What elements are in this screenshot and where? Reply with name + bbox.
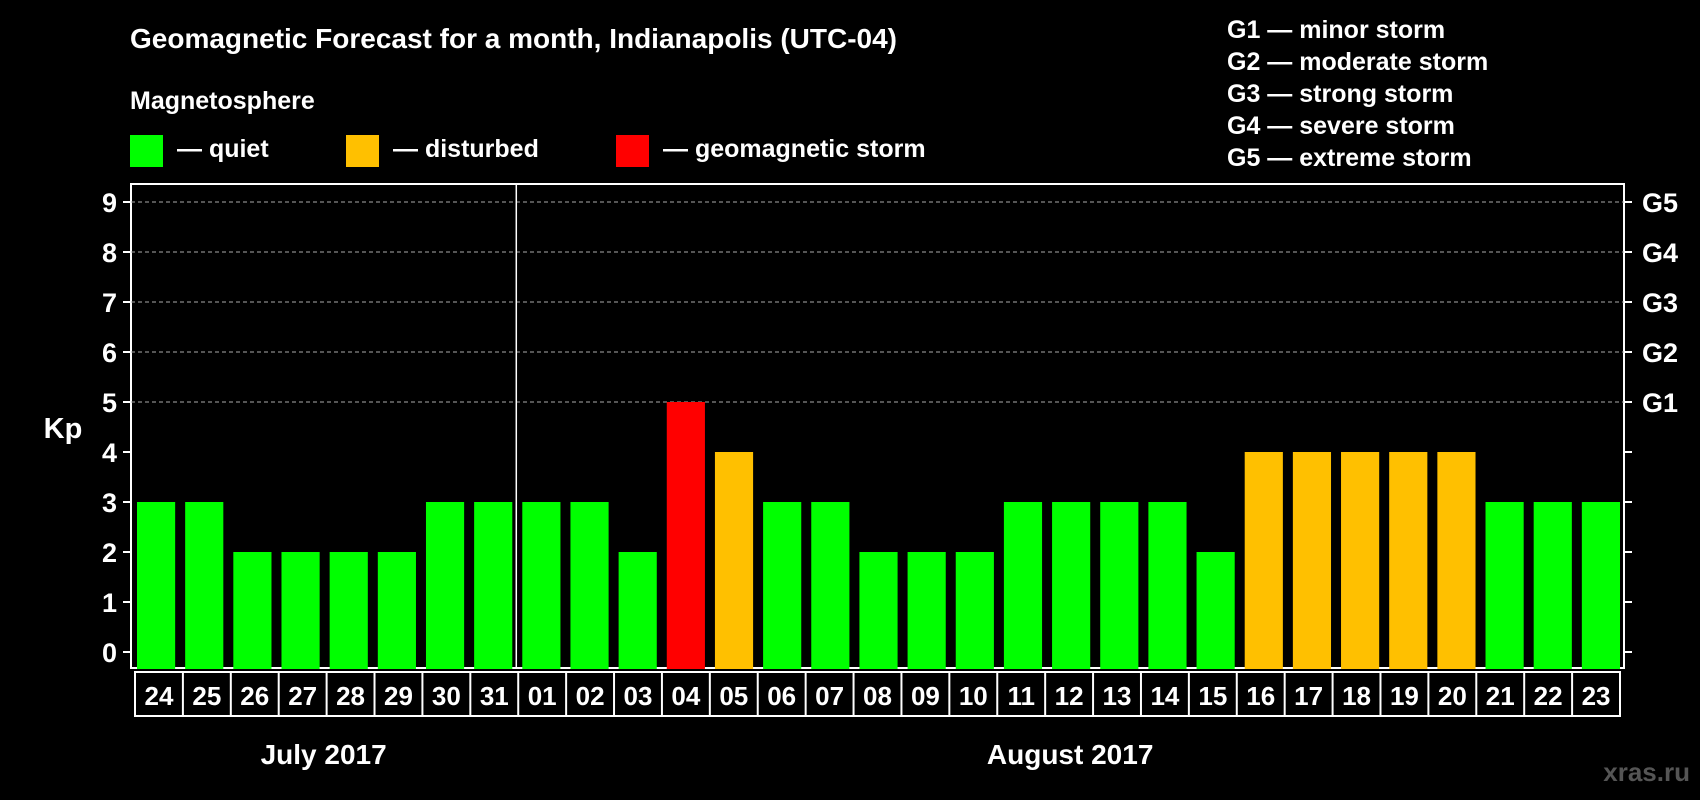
x-tick-label-16: 16 xyxy=(1246,681,1275,711)
month-label: July 2017 xyxy=(261,739,387,770)
x-tick-label-18: 18 xyxy=(1342,681,1371,711)
right-axis-label-G4: G4 xyxy=(1642,238,1678,268)
x-tick-label-05: 05 xyxy=(719,681,748,711)
bar-24 xyxy=(137,502,176,669)
y-tick-label-4: 4 xyxy=(102,438,117,468)
bar-04 xyxy=(666,402,705,669)
bar-28 xyxy=(329,552,368,669)
storm-scale-g2: G2 — moderate storm xyxy=(1227,48,1488,76)
x-tick-label-14: 14 xyxy=(1150,681,1179,711)
y-tick-label-5: 5 xyxy=(102,388,117,418)
bar-02 xyxy=(570,502,609,669)
bar-03 xyxy=(618,552,657,669)
right-axis-label-G2: G2 xyxy=(1642,338,1678,368)
x-tick-label-04: 04 xyxy=(671,681,700,711)
x-tick-label-21: 21 xyxy=(1486,681,1515,711)
x-tick-label-25: 25 xyxy=(192,681,221,711)
bar-10 xyxy=(955,552,994,669)
bar-08 xyxy=(859,552,898,669)
x-tick-label-24: 24 xyxy=(144,681,173,711)
bar-27 xyxy=(281,552,320,669)
x-tick-label-06: 06 xyxy=(767,681,796,711)
y-tick-label-7: 7 xyxy=(102,288,117,318)
bar-22 xyxy=(1533,502,1572,669)
y-tick-label-2: 2 xyxy=(102,538,117,568)
storm-scale-g5: G5 — extreme storm xyxy=(1227,144,1472,172)
x-tick-label-29: 29 xyxy=(384,681,413,711)
legend-swatch-quiet xyxy=(130,135,163,167)
x-tick-label-10: 10 xyxy=(959,681,988,711)
bar-30 xyxy=(425,502,465,669)
y-tick-label-8: 8 xyxy=(102,238,117,268)
date-axis-frame xyxy=(134,671,1621,717)
right-axis-label-G1: G1 xyxy=(1642,388,1678,418)
y-axis-label: Kp xyxy=(44,413,83,445)
legend: — quiet — disturbed — geomagnetic storm xyxy=(130,135,926,167)
legend-label-storm: — geomagnetic storm xyxy=(663,135,926,163)
legend-label-quiet: — quiet xyxy=(177,135,269,163)
bar-25 xyxy=(185,502,224,669)
right-axis-label-G5: G5 xyxy=(1642,188,1678,218)
storm-scale-g3: G3 — strong storm xyxy=(1227,80,1453,108)
x-tick-label-03: 03 xyxy=(624,681,653,711)
month-label: August 2017 xyxy=(987,739,1154,770)
bar-17 xyxy=(1292,452,1332,669)
bar-20 xyxy=(1437,452,1476,669)
bar-05 xyxy=(714,452,754,669)
bar-07 xyxy=(811,502,850,669)
x-tick-label-15: 15 xyxy=(1198,681,1227,711)
watermark: xras.ru xyxy=(1603,757,1690,787)
x-tick-label-31: 31 xyxy=(480,681,509,711)
x-tick-label-12: 12 xyxy=(1055,681,1084,711)
storm-scale-g4: G4 — severe storm xyxy=(1227,112,1455,140)
x-tick-label-11: 11 xyxy=(1007,681,1035,711)
bar-19 xyxy=(1389,452,1428,669)
x-tick-label-01: 01 xyxy=(528,681,557,711)
bar-18 xyxy=(1341,452,1380,669)
bar-06 xyxy=(763,502,802,669)
x-tick-label-19: 19 xyxy=(1390,681,1419,711)
bar-31 xyxy=(474,502,513,669)
x-tick-label-30: 30 xyxy=(432,681,461,711)
x-tick-label-27: 27 xyxy=(288,681,317,711)
bar-01 xyxy=(522,502,561,669)
x-tick-label-26: 26 xyxy=(240,681,269,711)
y-tick-label-6: 6 xyxy=(102,338,117,368)
bar-29 xyxy=(377,552,416,669)
bar-09 xyxy=(907,552,946,669)
legend-swatch-storm xyxy=(616,135,649,167)
x-tick-label-07: 07 xyxy=(815,681,844,711)
x-tick-label-02: 02 xyxy=(576,681,605,711)
bar-15 xyxy=(1196,552,1235,669)
legend-title: Magnetosphere xyxy=(130,87,315,115)
chart-title: Geomagnetic Forecast for a month, Indian… xyxy=(130,23,897,54)
bar-26 xyxy=(233,552,272,669)
x-tick-label-17: 17 xyxy=(1294,681,1323,711)
bar-13 xyxy=(1100,502,1139,669)
x-tick-label-22: 22 xyxy=(1534,681,1563,711)
bar-21 xyxy=(1485,502,1524,669)
legend-swatch-disturbed xyxy=(346,135,379,167)
x-tick-label-13: 13 xyxy=(1103,681,1132,711)
legend-label-disturbed: — disturbed xyxy=(393,135,539,163)
y-tick-label-3: 3 xyxy=(102,488,117,518)
y-tick-label-1: 1 xyxy=(102,588,117,618)
bar-11 xyxy=(1003,502,1043,669)
bar-12 xyxy=(1052,502,1091,669)
storm-scale-g1: G1 — minor storm xyxy=(1227,16,1445,44)
y-tick-label-0: 0 xyxy=(102,638,117,668)
y-tick-label-9: 9 xyxy=(102,188,117,218)
storm-scale-legend: G1 — minor storm G2 — moderate storm G3 … xyxy=(1227,16,1488,172)
bar-14 xyxy=(1148,502,1187,669)
x-tick-label-23: 23 xyxy=(1582,681,1611,711)
right-axis-label-G3: G3 xyxy=(1642,288,1678,318)
x-tick-label-08: 08 xyxy=(863,681,892,711)
x-tick-label-28: 28 xyxy=(336,681,365,711)
x-tick-label-09: 09 xyxy=(911,681,940,711)
bar-16 xyxy=(1244,452,1283,669)
x-tick-label-20: 20 xyxy=(1438,681,1467,711)
bar-23 xyxy=(1581,502,1620,669)
